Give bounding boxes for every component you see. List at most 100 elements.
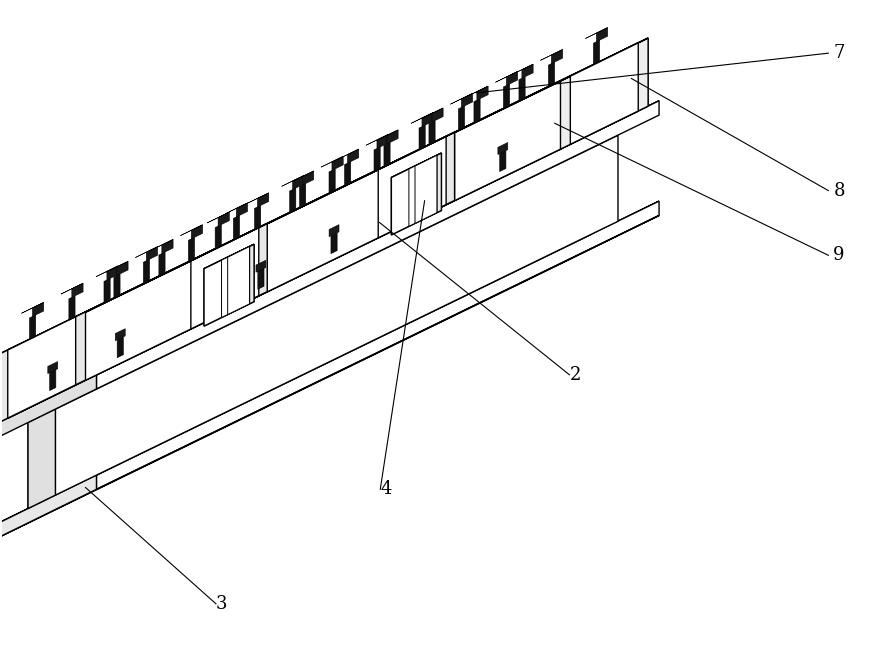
Polygon shape [495, 72, 517, 82]
Polygon shape [474, 98, 480, 123]
Polygon shape [115, 329, 125, 340]
Polygon shape [32, 303, 44, 316]
Polygon shape [518, 77, 524, 102]
Polygon shape [0, 475, 96, 543]
Polygon shape [257, 193, 268, 207]
Polygon shape [103, 279, 110, 303]
Polygon shape [551, 49, 562, 64]
Polygon shape [189, 238, 195, 262]
Polygon shape [430, 175, 439, 187]
Polygon shape [0, 76, 570, 355]
Polygon shape [227, 247, 249, 314]
Polygon shape [391, 153, 441, 178]
Polygon shape [233, 215, 239, 240]
Polygon shape [207, 212, 229, 223]
Polygon shape [8, 111, 638, 418]
Polygon shape [560, 38, 647, 149]
Polygon shape [570, 43, 638, 145]
Polygon shape [383, 143, 389, 167]
Polygon shape [593, 40, 599, 64]
Polygon shape [225, 203, 247, 214]
Polygon shape [378, 136, 446, 238]
Polygon shape [180, 225, 203, 236]
Polygon shape [0, 312, 85, 423]
Polygon shape [259, 223, 267, 296]
Polygon shape [199, 223, 267, 325]
Polygon shape [117, 337, 124, 357]
Polygon shape [431, 108, 443, 122]
Polygon shape [159, 252, 165, 277]
Polygon shape [476, 86, 488, 100]
Polygon shape [336, 149, 359, 160]
Polygon shape [420, 108, 443, 119]
Polygon shape [332, 156, 343, 171]
Polygon shape [410, 113, 432, 124]
Text: 7: 7 [832, 44, 844, 62]
Polygon shape [117, 261, 128, 275]
Polygon shape [203, 244, 253, 269]
Polygon shape [232, 244, 253, 312]
Polygon shape [292, 176, 303, 189]
Polygon shape [50, 370, 56, 391]
Polygon shape [378, 132, 454, 170]
Polygon shape [329, 169, 335, 193]
Polygon shape [85, 38, 647, 380]
Polygon shape [0, 215, 659, 543]
Polygon shape [96, 201, 659, 490]
Polygon shape [68, 296, 75, 320]
Polygon shape [413, 153, 441, 224]
Polygon shape [450, 93, 472, 104]
Polygon shape [203, 258, 225, 326]
Polygon shape [299, 184, 305, 208]
Polygon shape [0, 101, 659, 428]
Polygon shape [8, 76, 570, 418]
Polygon shape [506, 72, 517, 85]
Polygon shape [344, 161, 350, 186]
Polygon shape [387, 130, 397, 144]
Polygon shape [291, 171, 313, 182]
Polygon shape [460, 93, 472, 107]
Polygon shape [190, 223, 267, 261]
Polygon shape [431, 184, 438, 204]
Polygon shape [47, 361, 58, 374]
Polygon shape [391, 164, 419, 235]
Polygon shape [497, 143, 507, 154]
Polygon shape [0, 374, 96, 443]
Polygon shape [391, 167, 413, 235]
Polygon shape [96, 101, 659, 389]
Polygon shape [151, 240, 173, 250]
Polygon shape [225, 244, 253, 315]
Polygon shape [246, 193, 268, 204]
Polygon shape [135, 247, 157, 258]
Polygon shape [256, 260, 266, 272]
Polygon shape [61, 283, 83, 294]
Polygon shape [419, 153, 441, 221]
Polygon shape [146, 247, 157, 261]
Polygon shape [415, 156, 437, 223]
Polygon shape [458, 106, 464, 130]
Text: 3: 3 [216, 595, 227, 613]
Text: 4: 4 [380, 480, 391, 498]
Polygon shape [585, 27, 607, 38]
Polygon shape [254, 206, 260, 230]
Polygon shape [107, 266, 118, 280]
Polygon shape [422, 113, 432, 126]
Polygon shape [521, 64, 532, 78]
Polygon shape [409, 156, 437, 227]
Polygon shape [418, 125, 424, 150]
Polygon shape [386, 132, 454, 234]
Polygon shape [8, 43, 638, 350]
Text: 2: 2 [569, 366, 581, 384]
Polygon shape [466, 86, 488, 97]
Polygon shape [510, 64, 532, 75]
Polygon shape [161, 240, 173, 253]
Polygon shape [289, 188, 296, 212]
Polygon shape [221, 247, 249, 318]
Polygon shape [191, 225, 203, 239]
Polygon shape [503, 84, 509, 109]
Text: 9: 9 [832, 246, 844, 264]
Text: 8: 8 [832, 182, 844, 200]
Polygon shape [303, 171, 313, 185]
Polygon shape [143, 259, 149, 284]
Polygon shape [21, 303, 44, 313]
